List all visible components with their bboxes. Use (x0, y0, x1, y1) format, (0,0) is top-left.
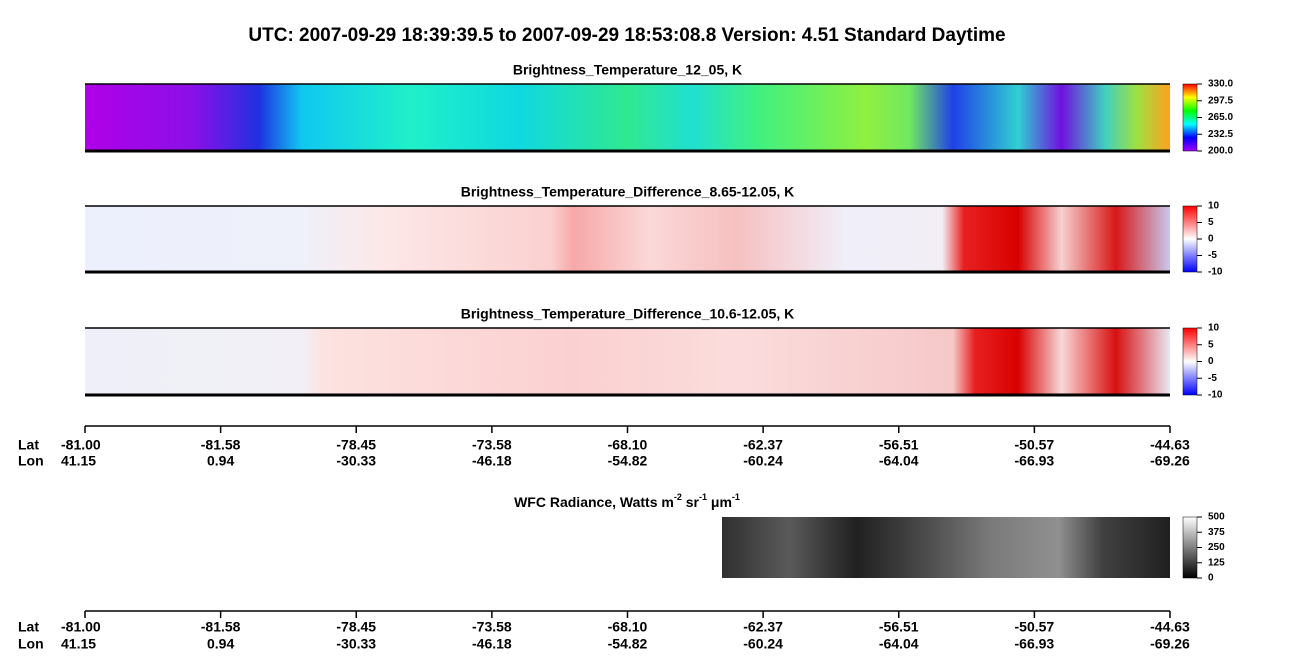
colorbar (1182, 516, 1198, 579)
panel-title: Brightness_Temperature_Difference_10.6-1… (461, 306, 795, 322)
lon-tick-label: -30.33 (336, 636, 376, 652)
superscript: -2 (674, 492, 682, 502)
lon-tick-label: -64.04 (879, 636, 919, 652)
colorbar-tick-label: 200.0 (1208, 146, 1233, 157)
colorbar-tick-label: 375 (1208, 527, 1225, 538)
colorbar-tick-label: 0 (1208, 234, 1214, 245)
colorbar-tick-label: 0 (1208, 573, 1214, 584)
superscript: -1 (732, 492, 740, 502)
lon-tick-label: 0.94 (207, 453, 234, 469)
lat-tick-label: -50.57 (1015, 437, 1055, 453)
lat-tick-label: -73.58 (472, 437, 512, 453)
colorbar-tick-label: 0 (1208, 356, 1214, 367)
image-strip (85, 206, 1170, 272)
lat-label: Lat (18, 619, 39, 635)
lon-tick-label: -46.18 (472, 453, 512, 469)
lat-tick-label: -81.58 (201, 437, 241, 453)
colorbar (1182, 205, 1198, 273)
lat-tick-label: -68.10 (608, 437, 648, 453)
lon-label: Lon (18, 636, 44, 652)
page-title: UTC: 2007-09-29 18:39:39.5 to 2007-09-29… (248, 25, 1005, 46)
lon-tick-label: -66.93 (1015, 453, 1055, 469)
lon-tick-label: -69.26 (1150, 453, 1190, 469)
colorbar-tick-label: 10 (1208, 201, 1220, 212)
lat-tick-label: -50.57 (1015, 619, 1055, 635)
superscript: -1 (699, 492, 707, 502)
lon-tick-label: -69.26 (1150, 636, 1190, 652)
lon-tick-label: -46.18 (472, 636, 512, 652)
lat-tick-label: -81.00 (61, 437, 101, 453)
lat-tick-label: -56.51 (879, 619, 919, 635)
lon-tick-label: -54.82 (608, 636, 648, 652)
title-text: WFC Radiance, Watts m (514, 494, 674, 510)
panel-title: Brightness_Temperature_Difference_8.65-1… (461, 184, 795, 200)
lat-tick-label: -62.37 (743, 437, 783, 453)
lat-tick-label: -81.00 (61, 619, 101, 635)
lon-tick-label: 41.15 (61, 453, 96, 469)
lon-tick-label: 41.15 (61, 636, 96, 652)
colorbar-tick-label: 500 (1208, 512, 1225, 523)
colorbar-tick-label: 10 (1208, 323, 1220, 334)
colorbar (1182, 83, 1198, 152)
image-strip (85, 328, 1170, 395)
lon-tick-label: -30.33 (336, 453, 376, 469)
colorbar-tick-label: -10 (1208, 390, 1223, 401)
panel-title: WFC Radiance, Watts m-2 sr-1 μm-1 (514, 492, 740, 509)
lat-tick-label: -56.51 (879, 437, 919, 453)
colorbar-tick-label: 330.0 (1208, 79, 1233, 90)
lon-tick-label: 0.94 (207, 636, 234, 652)
colorbar-tick-label: 5 (1208, 339, 1214, 350)
lon-label: Lon (18, 453, 44, 469)
colorbar (1182, 327, 1198, 396)
title-text: μm (707, 494, 732, 510)
lat-tick-label: -78.45 (336, 437, 376, 453)
image-strip (85, 84, 1170, 151)
colorbar-tick-label: -5 (1208, 250, 1217, 261)
lat-tick-label: -62.37 (743, 619, 783, 635)
lon-tick-label: -64.04 (879, 453, 919, 469)
colorbar-tick-label: 265.0 (1208, 112, 1233, 123)
title-text: sr (682, 494, 700, 510)
panel-title: Brightness_Temperature_12_05, K (513, 62, 742, 78)
image-strip (722, 517, 1170, 578)
colorbar-tick-label: 232.5 (1208, 129, 1233, 140)
lon-tick-label: -54.82 (608, 453, 648, 469)
lat-tick-label: -44.63 (1150, 619, 1190, 635)
colorbar-tick-label: -10 (1208, 267, 1223, 278)
lat-label: Lat (18, 437, 39, 453)
colorbar-tick-label: 125 (1208, 557, 1225, 568)
lon-tick-label: -60.24 (743, 636, 783, 652)
lat-tick-label: -81.58 (201, 619, 241, 635)
colorbar-tick-label: 250 (1208, 542, 1225, 553)
lat-tick-label: -78.45 (336, 619, 376, 635)
lat-tick-label: -73.58 (472, 619, 512, 635)
lon-tick-label: -66.93 (1015, 636, 1055, 652)
colorbar-tick-label: 297.5 (1208, 95, 1233, 106)
lat-tick-label: -68.10 (608, 619, 648, 635)
colorbar-tick-label: -5 (1208, 373, 1217, 384)
lat-tick-label: -44.63 (1150, 437, 1190, 453)
lon-tick-label: -60.24 (743, 453, 783, 469)
colorbar-tick-label: 5 (1208, 217, 1214, 228)
